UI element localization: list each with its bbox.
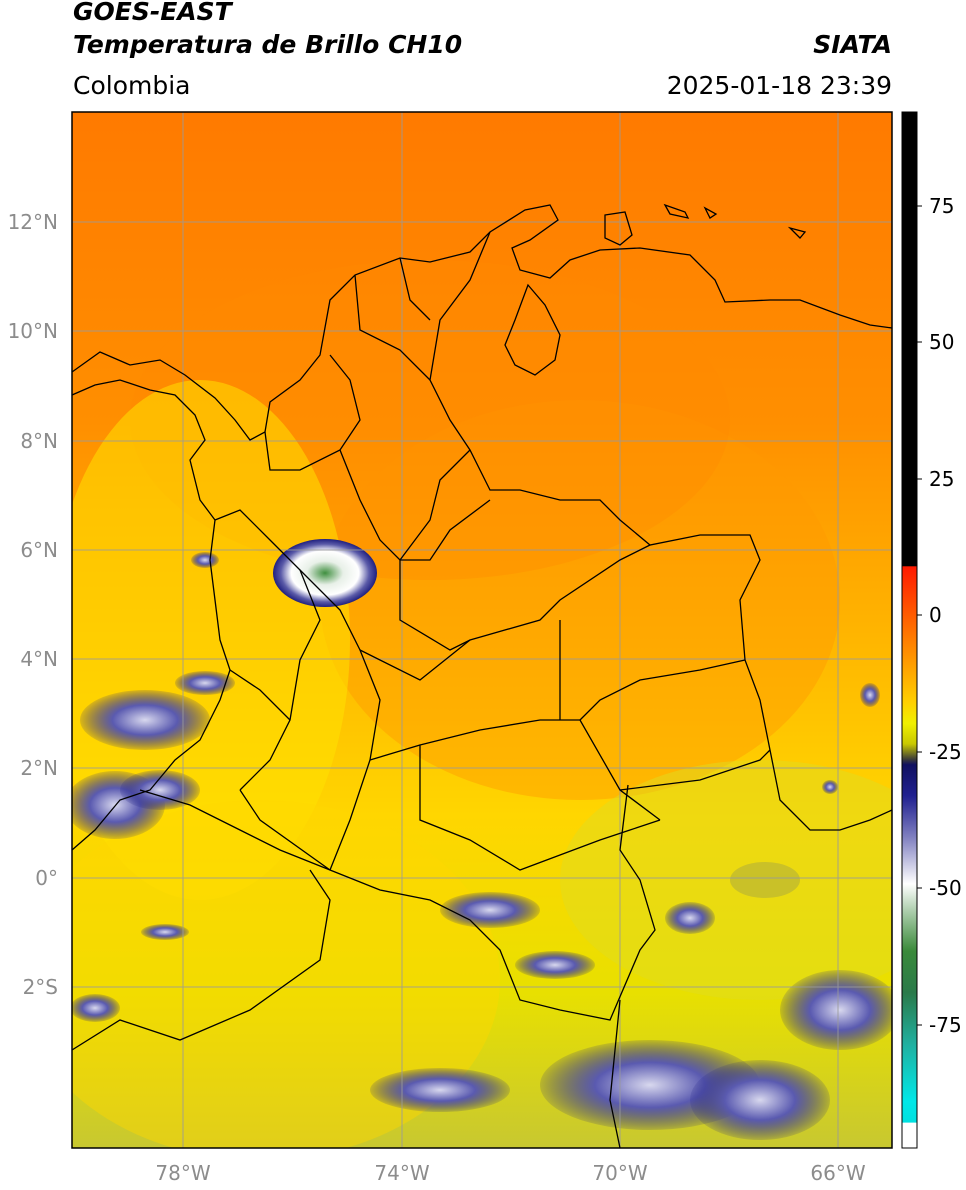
region-label: Colombia <box>73 71 191 100</box>
lat-tick-label: 10°N <box>8 319 58 343</box>
satellite-title: GOES-EAST <box>73 0 232 26</box>
colorbar: 75 50 25 0 -25 -50 -75 <box>901 111 962 1149</box>
product-title: Temperatura de Brillo CH10 <box>73 30 463 59</box>
storm-cell <box>273 539 377 607</box>
lon-tick-label: 78°W <box>155 1161 210 1185</box>
lat-tick-label: 12°N <box>8 210 58 234</box>
map-frame <box>71 111 893 1149</box>
lon-tick-label: 74°W <box>374 1161 429 1185</box>
agency-label: SIATA <box>813 30 892 59</box>
map-area <box>72 112 892 1148</box>
lon-tick-label: 66°W <box>810 1161 865 1185</box>
colorbar-tick-label: -25 <box>929 740 962 764</box>
lat-tick-label: 0° <box>35 866 58 890</box>
colorbar-tick-label: -75 <box>929 1013 962 1037</box>
colorbar-tick-label: 50 <box>929 330 954 354</box>
lon-tick-label: 70°W <box>592 1161 647 1185</box>
lat-tick-label: 2°N <box>20 756 58 780</box>
coastlines-borders <box>72 203 892 1148</box>
lat-tick-label: 6°N <box>20 538 58 562</box>
lat-tick-label: 8°N <box>20 429 58 453</box>
latitude-axis: 12°N 10°N 8°N 6°N 4°N 2°N 0° 2°S <box>8 210 58 999</box>
lat-tick-label: 2°S <box>23 975 58 999</box>
longitude-axis: 78°W 74°W 70°W 66°W <box>155 1161 865 1185</box>
colorbar-tick-label: 75 <box>929 194 954 218</box>
colorbar-tick-label: 0 <box>929 603 942 627</box>
timestamp-label: 2025-01-18 23:39 <box>666 71 892 100</box>
colorbar-tick-label: 25 <box>929 467 954 491</box>
gridlines <box>72 112 892 1148</box>
lat-tick-label: 4°N <box>20 647 58 671</box>
colorbar-tick-label: -50 <box>929 876 962 900</box>
